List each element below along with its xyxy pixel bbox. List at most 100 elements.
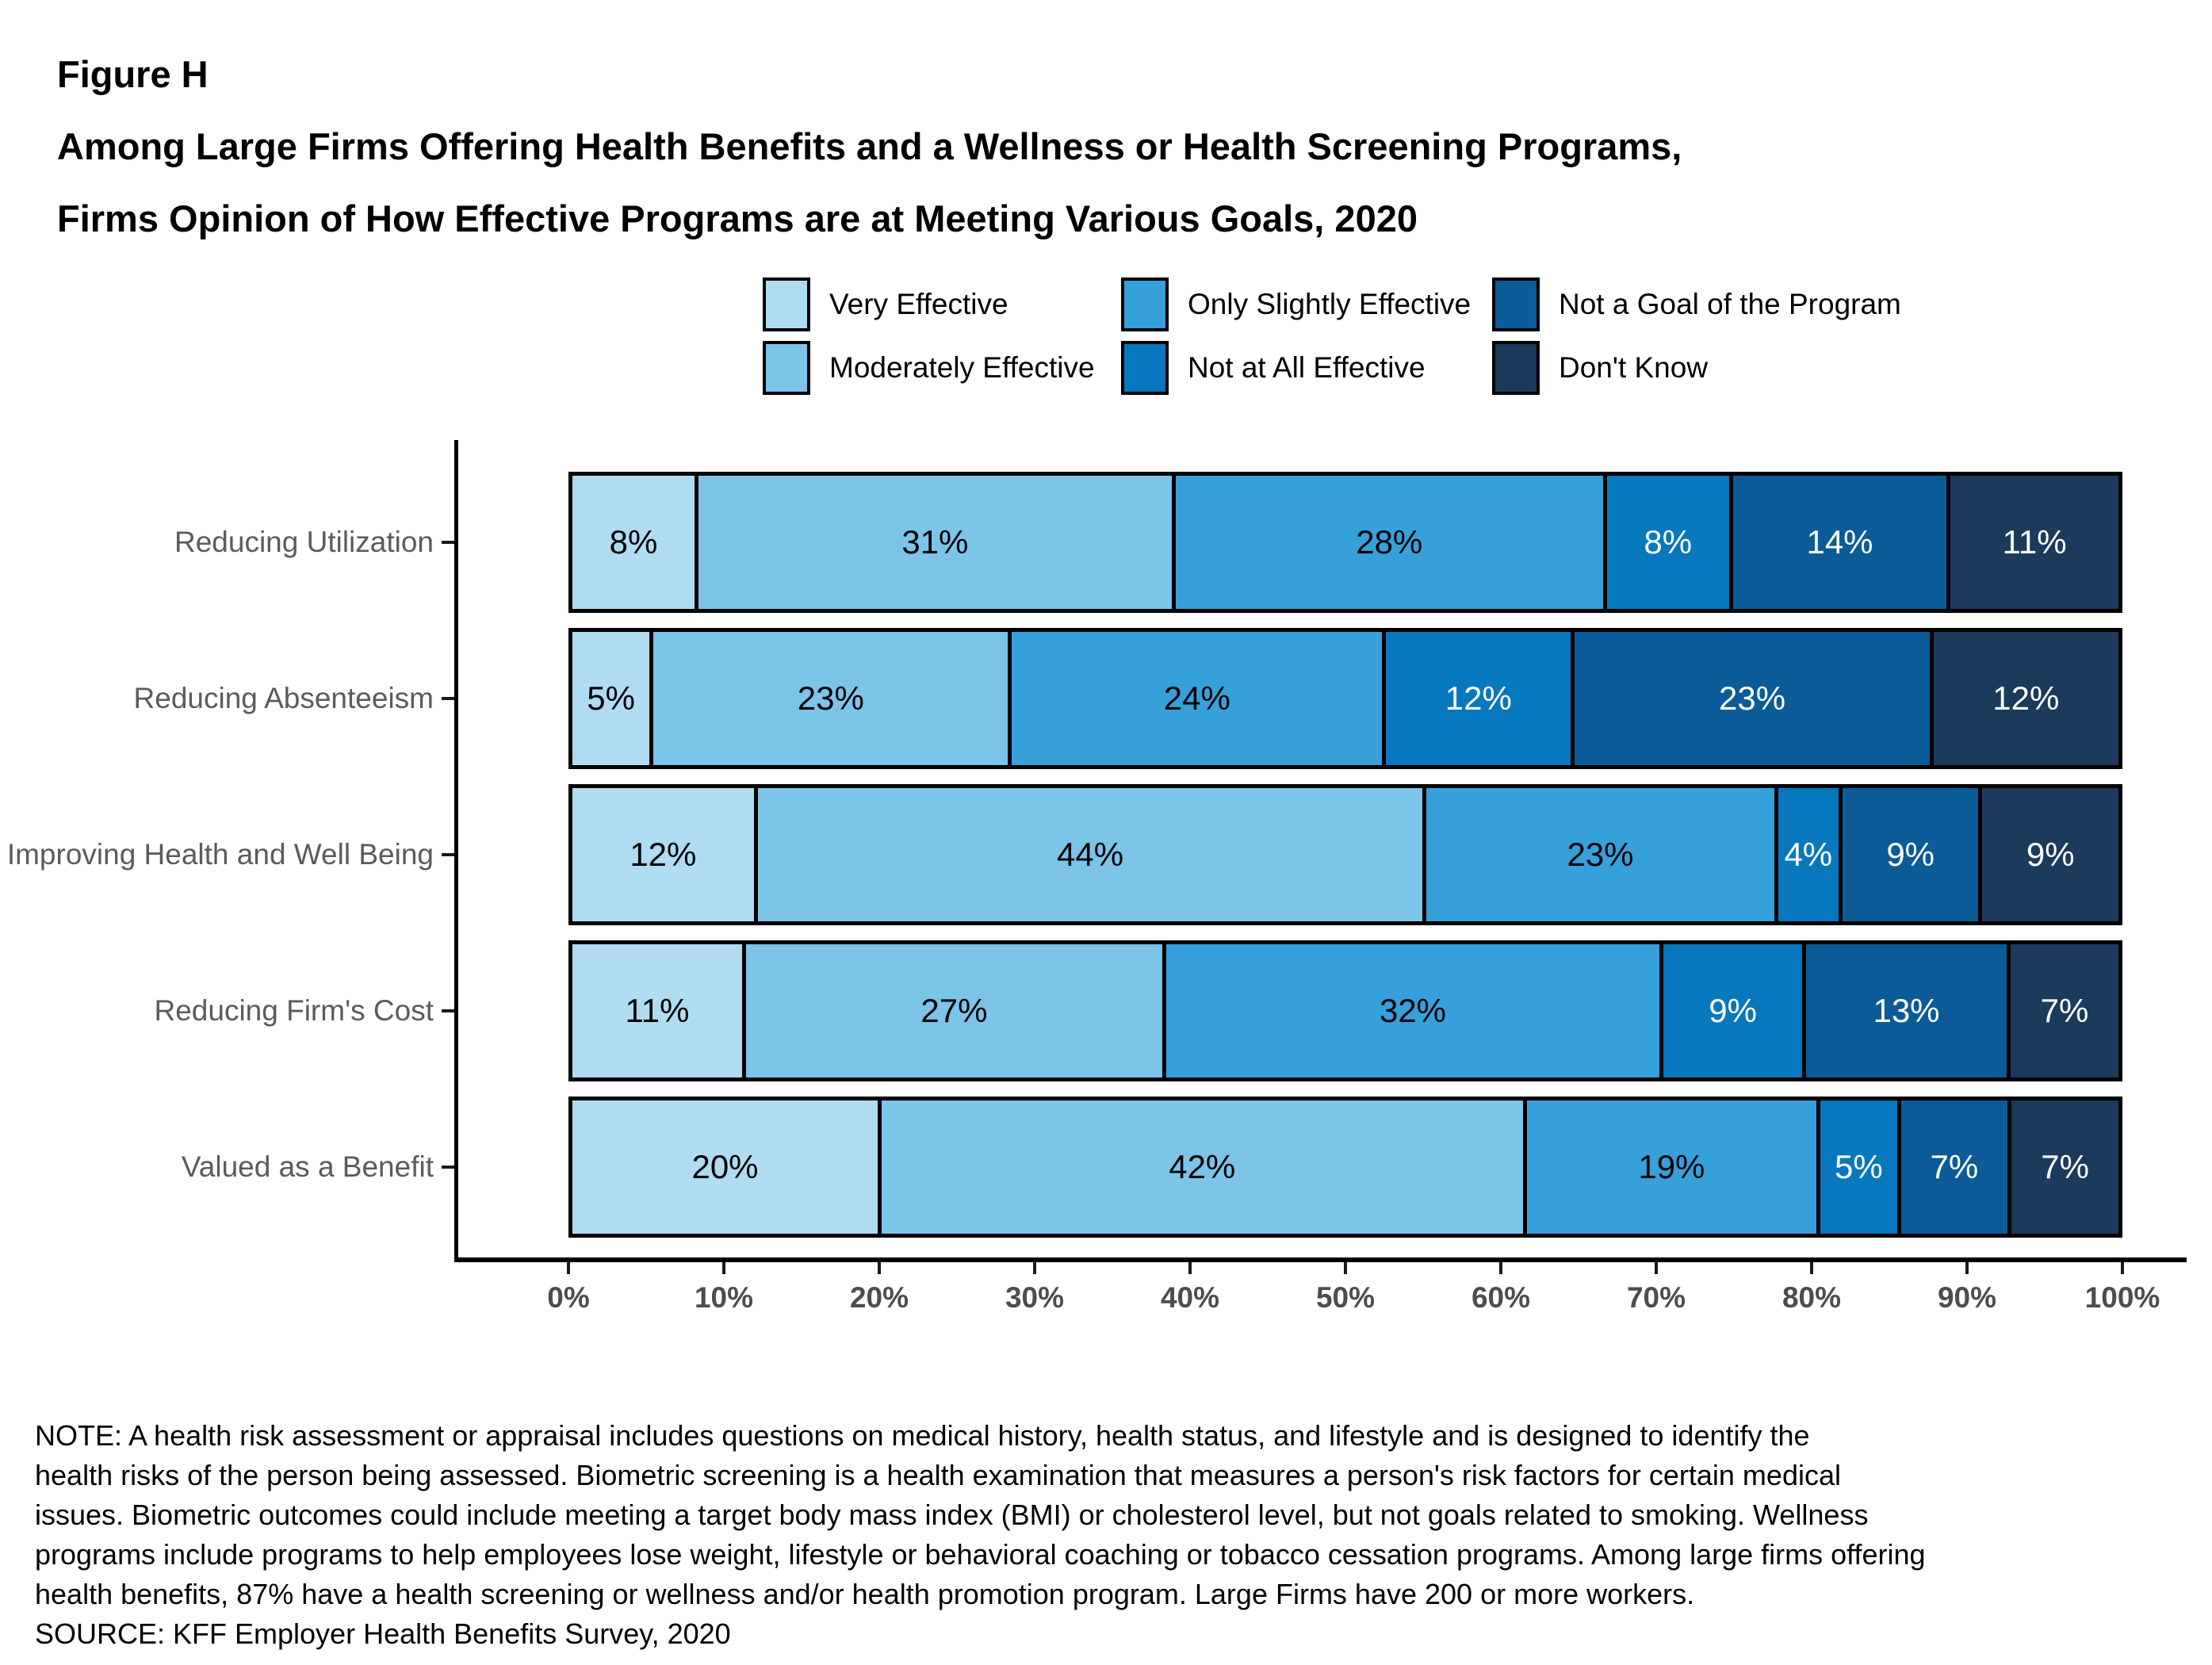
plot-area: Reducing Utilization Reducing Absenteeism…: [0, 440, 2212, 1314]
legend-item: Very Effective: [763, 278, 1121, 331]
bar-segment-label: 11%: [2002, 523, 2067, 561]
bar-segment: 27%: [745, 940, 1166, 1081]
bar-segment: 28%: [1175, 472, 1607, 613]
bar-segment: 20%: [568, 1097, 882, 1238]
legend-label: Very Effective: [829, 288, 1008, 320]
legend-swatch: [763, 278, 810, 331]
note-line: health benefits, 87% have a health scree…: [35, 1578, 1695, 1610]
bar-segment-label: 12%: [1445, 679, 1512, 717]
x-tick-mark: [1188, 1262, 1192, 1274]
bar-segment: 31%: [698, 472, 1176, 613]
legend-label: Not at All Effective: [1188, 351, 1426, 384]
x-tick-label: 30%: [1005, 1281, 1065, 1314]
bar-segment-label: 24%: [1163, 679, 1230, 717]
x-tick-mark: [1033, 1262, 1036, 1274]
bar-segment: 24%: [1012, 628, 1387, 769]
category-tick-mark: [442, 1166, 454, 1169]
bar-row: 20% 42% 19% 5% 7% 7%: [568, 1097, 2122, 1238]
bar-segment: 9%: [1842, 784, 1983, 925]
figure-label: Figure H: [57, 53, 209, 95]
bar-segment-label: 42%: [1169, 1148, 1236, 1185]
bar-row: 5% 23% 24% 12% 23% 12%: [568, 628, 2122, 769]
bar-segment-label: 32%: [1379, 992, 1447, 1029]
category-tick-mark: [442, 541, 454, 544]
legend-swatch: [1121, 341, 1169, 395]
bar-segment: 23%: [1426, 784, 1778, 925]
legend-swatch: [1492, 278, 1540, 331]
x-tick-label: 40%: [1160, 1281, 1220, 1314]
bar-segment-label: 31%: [901, 523, 969, 561]
x-tick-mark: [1810, 1262, 1813, 1274]
category-tick-mark: [442, 697, 454, 700]
bar-segment-label: 9%: [1886, 836, 1935, 873]
x-tick-mark: [567, 1262, 570, 1274]
x-tick-label: 50%: [1315, 1281, 1376, 1314]
x-tick-mark: [1655, 1262, 1658, 1274]
bar-segment-label: 27%: [920, 992, 988, 1029]
bar-segment-label: 11%: [625, 992, 690, 1029]
bar-segment: 7%: [2011, 1097, 2122, 1238]
bar-segment-label: 23%: [1719, 679, 1786, 717]
x-tick-label: 100%: [2084, 1281, 2160, 1314]
bar-segment-label: 8%: [609, 523, 658, 561]
bar-segment-label: 23%: [1567, 836, 1634, 873]
legend-swatch: [1492, 341, 1540, 395]
bar-segment-label: 12%: [630, 836, 697, 873]
category-labels: Reducing Utilization Reducing Absenteeism…: [0, 440, 454, 1257]
x-tick-mark: [722, 1262, 725, 1274]
bar-segment-label: 5%: [1835, 1148, 1883, 1185]
bar-segment-label: 19%: [1638, 1148, 1705, 1185]
bar-segment: 5%: [568, 628, 654, 769]
legend-item: Not at All Effective: [1121, 341, 1492, 395]
x-tick-mark: [2121, 1262, 2124, 1274]
note-line: health risks of the person being assesse…: [35, 1459, 1841, 1491]
category-label-row: Reducing Utilization: [0, 472, 454, 613]
bar-segment: 11%: [1950, 472, 2122, 613]
note-line: issues. Biometric outcomes could include…: [35, 1498, 1869, 1531]
legend-item: Moderately Effective: [763, 341, 1121, 395]
x-tick-label: 70%: [1626, 1281, 1686, 1314]
bar-segment: 12%: [1386, 628, 1575, 769]
source-line: SOURCE: KFF Employer Health Benefits Sur…: [35, 1617, 731, 1650]
bar-segment: 14%: [1732, 472, 1951, 613]
bar-segment: 8%: [1606, 472, 1733, 613]
x-tick-mark: [1499, 1262, 1502, 1274]
legend-item: Don't Know: [1492, 341, 1901, 395]
x-tick-label: 20%: [849, 1281, 909, 1314]
bar-segment: 9%: [1663, 940, 1807, 1081]
x-axis-ticks: 0% 10% 20% 30% 40% 50% 60% 70% 80% 90% 100%: [547, 1257, 2160, 1329]
bar-segment-label: 7%: [1930, 1148, 1979, 1185]
bar-segment-label: 7%: [2041, 1148, 2089, 1185]
category-label: Valued as a Benefit: [181, 1150, 434, 1183]
bar-segment: 23%: [1575, 628, 1934, 769]
legend-label: Only Slightly Effective: [1188, 288, 1471, 320]
category-label: Reducing Utilization: [174, 526, 434, 558]
category-label: Reducing Firm's Cost: [154, 994, 434, 1027]
note-block: NOTE: A health risk assessment or apprai…: [35, 1416, 1926, 1654]
bar-segment: 9%: [1982, 784, 2122, 925]
bar-segment-label: 4%: [1784, 836, 1833, 873]
bar-rows: 8% 31% 28% 8% 14% 11% 5% 23% 24% 12% 23% 12% 12% 44% 2…: [568, 440, 2122, 1257]
bar-segment: 13%: [1806, 940, 2011, 1081]
title-line-1: Among Large Firms Offering Health Benefi…: [57, 125, 1682, 167]
bar-segment: 12%: [568, 784, 758, 925]
category-label-row: Reducing Absenteeism: [0, 628, 454, 769]
bar-segment: 4%: [1778, 784, 1843, 925]
note-line: programs include programs to help employ…: [35, 1538, 1926, 1571]
bar-row: 12% 44% 23% 4% 9% 9%: [568, 784, 2122, 925]
bar-segment: 7%: [2010, 940, 2122, 1081]
category-label-row: Improving Health and Well Being: [0, 784, 454, 925]
bar-segment-label: 13%: [1873, 992, 1940, 1029]
x-tick-label: 60%: [1471, 1281, 1531, 1314]
bar-segment: 5%: [1820, 1097, 1901, 1238]
bar-segment-label: 9%: [2026, 836, 2075, 873]
category-tick-mark: [442, 1009, 454, 1012]
title-line-2: Firms Opinion of How Effective Programs …: [57, 197, 1418, 239]
bar-segment-label: 23%: [797, 679, 864, 717]
category-label: Improving Health and Well Being: [6, 838, 434, 871]
x-tick-label: 80%: [1781, 1281, 1842, 1314]
bar-segment-label: 9%: [1709, 992, 1757, 1029]
x-axis-line: [454, 1257, 2187, 1262]
bar-segment-label: 20%: [691, 1148, 759, 1185]
